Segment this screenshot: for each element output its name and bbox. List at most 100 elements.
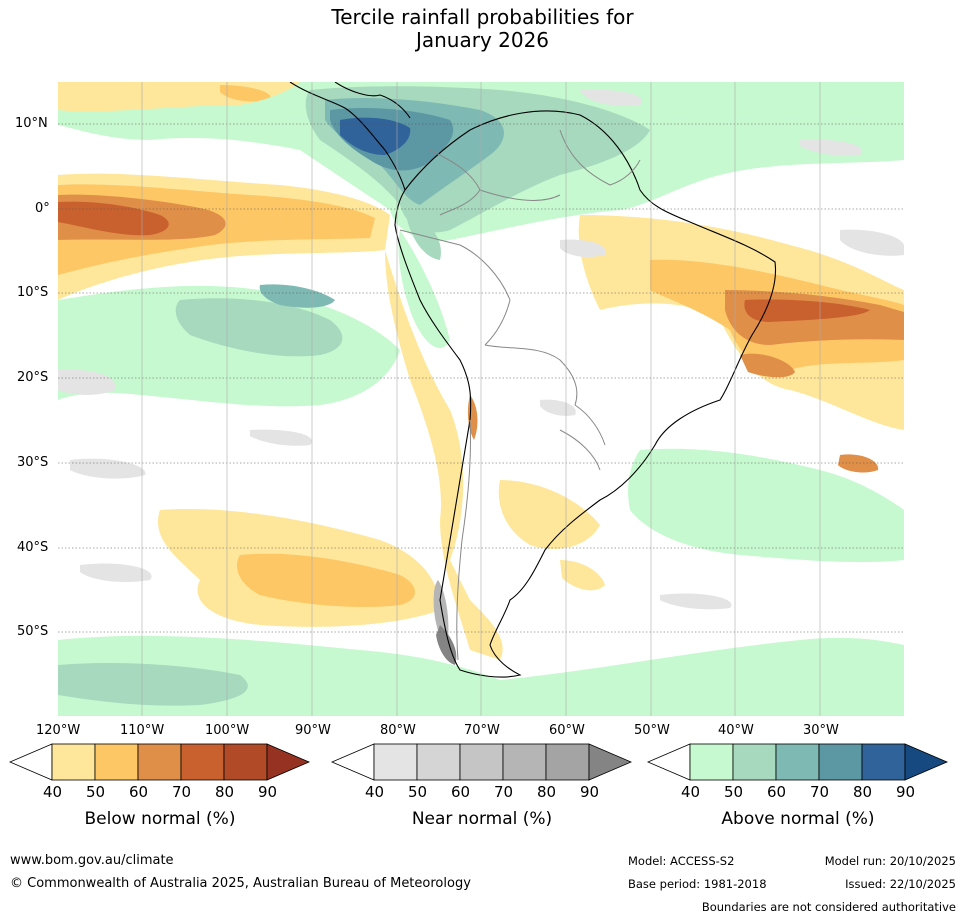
boundary-peru-brazil — [459, 244, 511, 346]
near-tick-90: 90 — [580, 783, 600, 801]
boundary-colombia-peru — [399, 229, 461, 246]
meridians — [141, 82, 821, 716]
colorbar-near-title: Near normal (%) — [411, 809, 553, 829]
colorbar-near-normal — [330, 743, 633, 781]
above-normal-50-south-pacific-band — [175, 298, 343, 357]
issued-date: Issued: 22/10/2025 — [845, 877, 956, 891]
chart-title-line1: Tercile rainfall probabilities for — [331, 5, 634, 29]
colorbar-above-swatch-1 — [689, 743, 734, 781]
colorbar-near-swatch-5 — [545, 743, 590, 781]
lon-label-90w: 90°W — [295, 723, 331, 738]
below-tick-70: 70 — [172, 783, 192, 801]
colorbar-below-swatch-4 — [180, 743, 225, 781]
colorbar-above-swatch-2 — [732, 743, 777, 781]
above-tick-40: 40 — [681, 783, 701, 801]
lon-label-40w: 40°W — [718, 723, 754, 738]
below-normal-40-pampas — [498, 480, 600, 549]
lat-label-50s: 50°S — [17, 624, 49, 639]
colorbar-below-swatch-3 — [137, 743, 182, 781]
colorbar-above-min-arrow — [646, 743, 691, 781]
colorbar-near-swatch-4 — [502, 743, 547, 781]
lon-label-110w: 110°W — [120, 723, 165, 738]
colorbar-above-swatch-5 — [861, 743, 906, 781]
above-normal-40-south-atlantic — [628, 448, 904, 563]
colorbar-near-swatch-2 — [416, 743, 461, 781]
near-tick-80: 80 — [537, 783, 557, 801]
lat-label-10s: 10°S — [17, 285, 49, 300]
colorbar-below-normal — [8, 743, 311, 781]
map-area — [58, 82, 904, 716]
colorbar-near-swatch-1 — [373, 743, 418, 781]
below-normal-70-ne-brazil — [744, 299, 870, 322]
colorbar-below-max-arrow — [266, 743, 311, 781]
near-normal-40-patch-2 — [840, 229, 904, 256]
colorbar-above-swatch-4 — [818, 743, 863, 781]
below-normal-40-chile — [385, 250, 503, 660]
website-link[interactable]: www.bom.gov.au/climate — [10, 853, 174, 868]
below-normal-70-eq-pacific — [58, 201, 169, 236]
lon-label-100w: 100°W — [205, 723, 250, 738]
lon-label-120w: 120°W — [36, 723, 81, 738]
near-normal-40-patch-3 — [58, 369, 116, 395]
lon-label-50w: 50°W — [634, 723, 670, 738]
above-normal-50-colombia — [405, 210, 441, 260]
colorbar-below-min-arrow — [8, 743, 53, 781]
colorbar-near-swatch-3 — [459, 743, 504, 781]
near-normal-40-patch-7 — [560, 239, 606, 258]
near-tick-50: 50 — [408, 783, 428, 801]
above-tick-70: 70 — [810, 783, 830, 801]
colorbar-near-min-arrow — [330, 743, 375, 781]
above-normal-80-north — [340, 117, 411, 155]
boundary-colombia-venezuela — [429, 149, 481, 216]
below-normal-60-east-brazil — [740, 353, 795, 378]
near-normal-40-patch-6 — [660, 593, 732, 610]
near-tick-40: 40 — [365, 783, 385, 801]
copyright-text: © Commonwealth of Australia 2025, Austra… — [10, 876, 471, 891]
lat-label-10n: 10°N — [15, 116, 48, 131]
lon-label-80w: 80°W — [380, 723, 416, 738]
above-normal-50-far-south — [58, 663, 248, 706]
near-tick-60: 60 — [451, 783, 471, 801]
model-name: Model: ACCESS-S2 — [628, 854, 735, 868]
below-normal-60-south-atlantic — [838, 454, 879, 473]
near-tick-70: 70 — [494, 783, 514, 801]
caribbean-coastline — [334, 82, 411, 119]
above-normal-shading — [58, 82, 904, 716]
below-tick-50: 50 — [86, 783, 106, 801]
central-america-coastline — [289, 82, 406, 191]
colorbar-above-max-arrow — [904, 743, 949, 781]
near-normal-40-patch-9 — [800, 139, 862, 156]
model-run-date: Model run: 20/10/2025 — [824, 854, 956, 868]
base-period: Base period: 1981-2018 — [628, 877, 767, 891]
boundary-guianas — [559, 129, 641, 186]
boundary-paraguay — [574, 404, 606, 446]
above-normal-60-south-pacific-band — [259, 284, 335, 308]
below-tick-40: 40 — [43, 783, 63, 801]
below-tick-90: 90 — [258, 783, 278, 801]
colorbar-below-swatch-2 — [94, 743, 139, 781]
near-normal-40-patch-8 — [540, 399, 576, 416]
colorbar-below-title: Below normal (%) — [84, 809, 236, 829]
boundary-bolivia — [484, 344, 578, 406]
below-normal-50-caribbean — [220, 85, 271, 102]
near-normal-40-patch-10 — [250, 429, 312, 446]
below-normal-40-patagonia-coast — [560, 560, 605, 591]
south-america-coastline — [394, 110, 777, 678]
near-normal-40-patch-5 — [80, 563, 152, 583]
lat-label-40s: 40°S — [17, 540, 49, 555]
near-normal-40-patch-4 — [70, 458, 146, 479]
colorbar-above-normal — [646, 743, 949, 781]
colorbar-near-max-arrow — [588, 743, 633, 781]
above-tick-50: 50 — [724, 783, 744, 801]
coastlines — [289, 82, 777, 678]
boundary-argentina-chile — [456, 419, 472, 661]
near-normal-shading — [58, 89, 904, 665]
colorbar-below-swatch-5 — [223, 743, 268, 781]
boundary-argentina-brazil — [559, 429, 601, 471]
lat-label-30s: 30°S — [17, 455, 49, 470]
below-tick-60: 60 — [129, 783, 149, 801]
colorbar-above-swatch-3 — [775, 743, 820, 781]
lon-label-60w: 60°W — [549, 723, 585, 738]
lon-label-30w: 30°W — [803, 723, 839, 738]
